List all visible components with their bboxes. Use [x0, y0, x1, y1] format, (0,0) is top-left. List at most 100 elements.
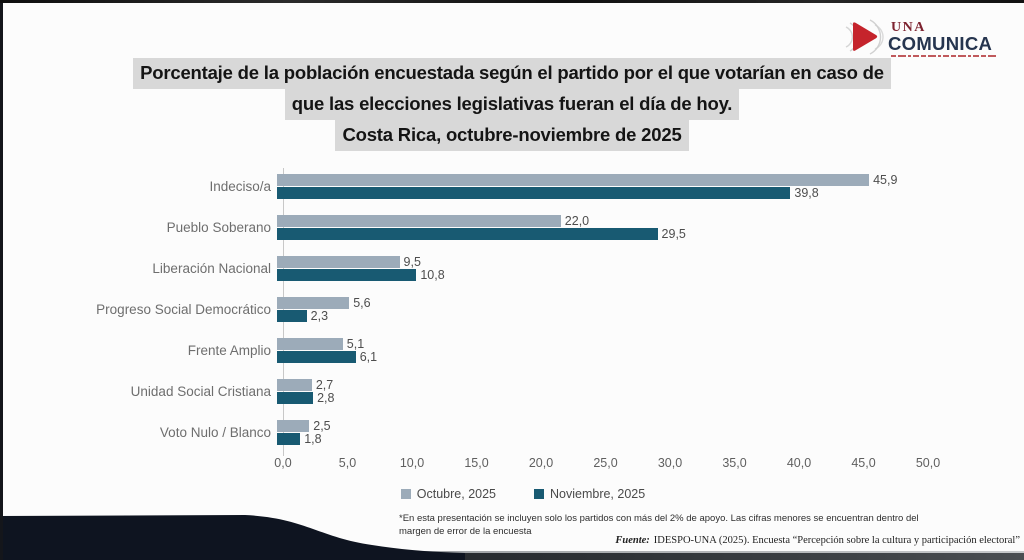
category-label: Liberación Nacional — [152, 261, 271, 276]
chart-row: Unidad Social Cristiana 2,7 2,8 — [88, 371, 934, 412]
value-label: 10,8 — [420, 268, 445, 282]
source-label: Fuente: — [615, 535, 650, 546]
title-line-3: Costa Rica, octubre-noviembre de 2025 — [0, 120, 1024, 151]
frame-left-edge — [0, 0, 3, 560]
bar-noviembre — [277, 187, 791, 199]
legend-label: Noviembre, 2025 — [550, 487, 646, 501]
bar-line-noviembre: 1,8 — [277, 432, 922, 446]
title-line-3-text: Costa Rica, octubre-noviembre de 2025 — [335, 120, 689, 151]
bar-chart: Indeciso/a 45,9 39,8 Pueblo Soberano 22,0 29,… — [88, 166, 934, 456]
chart-row: Voto Nulo / Blanco 2,5 1,8 — [88, 412, 934, 453]
bar-line-noviembre: 39,8 — [277, 186, 922, 200]
x-axis: 0,0 5,0 10,0 15,0 20,0 25,0 30,0 35,0 40,0 45,0 50… — [274, 456, 940, 474]
value-label: 5,1 — [346, 337, 365, 351]
value-label: 22,0 — [564, 214, 590, 228]
bar-octubre — [277, 256, 400, 268]
axis-tick-label: 25,0 — [593, 456, 618, 470]
category-label: Indeciso/a — [209, 179, 271, 194]
play-icon — [853, 22, 878, 51]
bar-group: 45,9 39,8 — [277, 173, 922, 200]
footnote: *En esta presentación se incluyen solo l… — [399, 513, 919, 537]
una-comunica-logo: UNA COMUNICA — [836, 10, 1006, 62]
value-label: 9,5 — [403, 255, 421, 269]
value-label: 2,8 — [317, 391, 335, 405]
bar-group: 9,5 10,8 — [277, 255, 922, 282]
bar-octubre — [277, 215, 561, 227]
axis-tick-label: 0,0 — [274, 456, 292, 470]
value-label: 5,6 — [353, 296, 371, 310]
bar-noviembre — [277, 269, 417, 281]
legend-swatch — [534, 489, 544, 499]
value-label: 2,7 — [315, 378, 334, 392]
value-label: 2,5 — [313, 419, 331, 433]
bottom-dark-strip — [0, 553, 1024, 560]
bar-noviembre — [277, 351, 356, 363]
chart-legend: Octubre, 2025 Noviembre, 2025 — [283, 487, 763, 501]
axis-tick-label: 20,0 — [528, 456, 554, 470]
chart-row: Progreso Social Democrático 5,6 2,3 — [88, 289, 934, 330]
bar-octubre — [277, 297, 350, 309]
bar-noviembre — [277, 433, 301, 445]
bar-octubre — [277, 379, 312, 391]
axis-tick-label: 35,0 — [722, 456, 747, 470]
corner-dark-shape — [0, 515, 465, 560]
bar-line-noviembre: 2,3 — [277, 309, 922, 323]
source-line: Fuente: IDESPO-UNA (2025). Encuesta “Perc… — [615, 535, 1020, 546]
axis-tick-label: 5,0 — [338, 456, 357, 470]
chart-row: Indeciso/a 45,9 39,8 — [88, 166, 934, 207]
category-label: Voto Nulo / Blanco — [159, 425, 271, 440]
logo-una-text: UNA — [891, 20, 926, 35]
bar-octubre — [277, 174, 870, 186]
chart-title: Porcentaje de la población encuestada se… — [0, 58, 1024, 151]
bar-line-octubre: 2,7 — [277, 378, 922, 392]
bar-line-noviembre: 2,8 — [277, 391, 922, 405]
bar-line-octubre: 22,0 — [277, 214, 922, 228]
category-label: Progreso Social Democrático — [96, 302, 271, 317]
legend-label: Octubre, 2025 — [416, 487, 496, 501]
axis-tick-label: 30,0 — [657, 456, 683, 470]
bottom-gray-line — [0, 551, 1024, 553]
value-label: 39,8 — [794, 186, 819, 200]
category-label: Pueblo Soberano — [166, 220, 271, 235]
bar-group: 22,0 29,5 — [277, 214, 922, 241]
chart-row: Frente Amplio 5,1 6,1 — [88, 330, 934, 371]
bar-line-octubre: 2,5 — [277, 419, 922, 433]
source-text: IDESPO-UNA (2025). Encuesta “Percepción … — [653, 535, 1020, 546]
title-line-2: que las elecciones legislativas fueran e… — [0, 89, 1024, 120]
frame-top-edge — [0, 0, 1024, 3]
bar-group: 5,1 6,1 — [277, 337, 922, 364]
axis-tick-label: 40,0 — [786, 456, 812, 470]
value-label: 29,5 — [661, 227, 686, 241]
logo-comunica-text: COMUNICA — [888, 33, 992, 54]
title-line-1-text: Porcentaje de la población encuestada se… — [133, 58, 891, 89]
bar-group: 2,5 1,8 — [277, 419, 922, 446]
legend-swatch — [400, 489, 411, 499]
bar-line-octubre: 5,1 — [277, 337, 922, 351]
axis-tick-label: 10,0 — [399, 456, 425, 470]
value-label: 1,8 — [304, 432, 322, 446]
value-label: 6,1 — [359, 350, 378, 364]
bar-line-noviembre: 29,5 — [277, 227, 922, 241]
legend-item-noviembre: Noviembre, 2025 — [534, 487, 645, 501]
bar-line-noviembre: 10,8 — [277, 268, 922, 282]
axis-tick-label: 15,0 — [464, 456, 489, 470]
bar-octubre — [277, 420, 310, 432]
bar-noviembre — [277, 310, 307, 322]
category-label: Unidad Social Cristiana — [130, 384, 271, 399]
title-line-1: Porcentaje de la población encuestada se… — [0, 58, 1024, 89]
bar-line-octubre: 5,6 — [277, 296, 922, 310]
bar-noviembre — [277, 392, 314, 404]
legend-item-octubre: Octubre, 2025 — [400, 487, 496, 501]
bar-octubre — [277, 338, 343, 350]
chart-rows: Indeciso/a 45,9 39,8 Pueblo Soberano 22,0 29,… — [88, 166, 934, 453]
chart-row: Pueblo Soberano 22,0 29,5 — [88, 207, 934, 248]
bar-group: 5,6 2,3 — [277, 296, 922, 323]
bar-line-octubre: 9,5 — [277, 255, 922, 269]
chart-row: Liberación Nacional 9,5 10,8 — [88, 248, 934, 289]
bar-group: 2,7 2,8 — [277, 378, 922, 405]
bar-line-octubre: 45,9 — [277, 173, 922, 187]
value-label: 45,9 — [873, 173, 898, 187]
axis-tick-label: 45,0 — [851, 456, 876, 470]
bar-line-noviembre: 6,1 — [277, 350, 922, 364]
